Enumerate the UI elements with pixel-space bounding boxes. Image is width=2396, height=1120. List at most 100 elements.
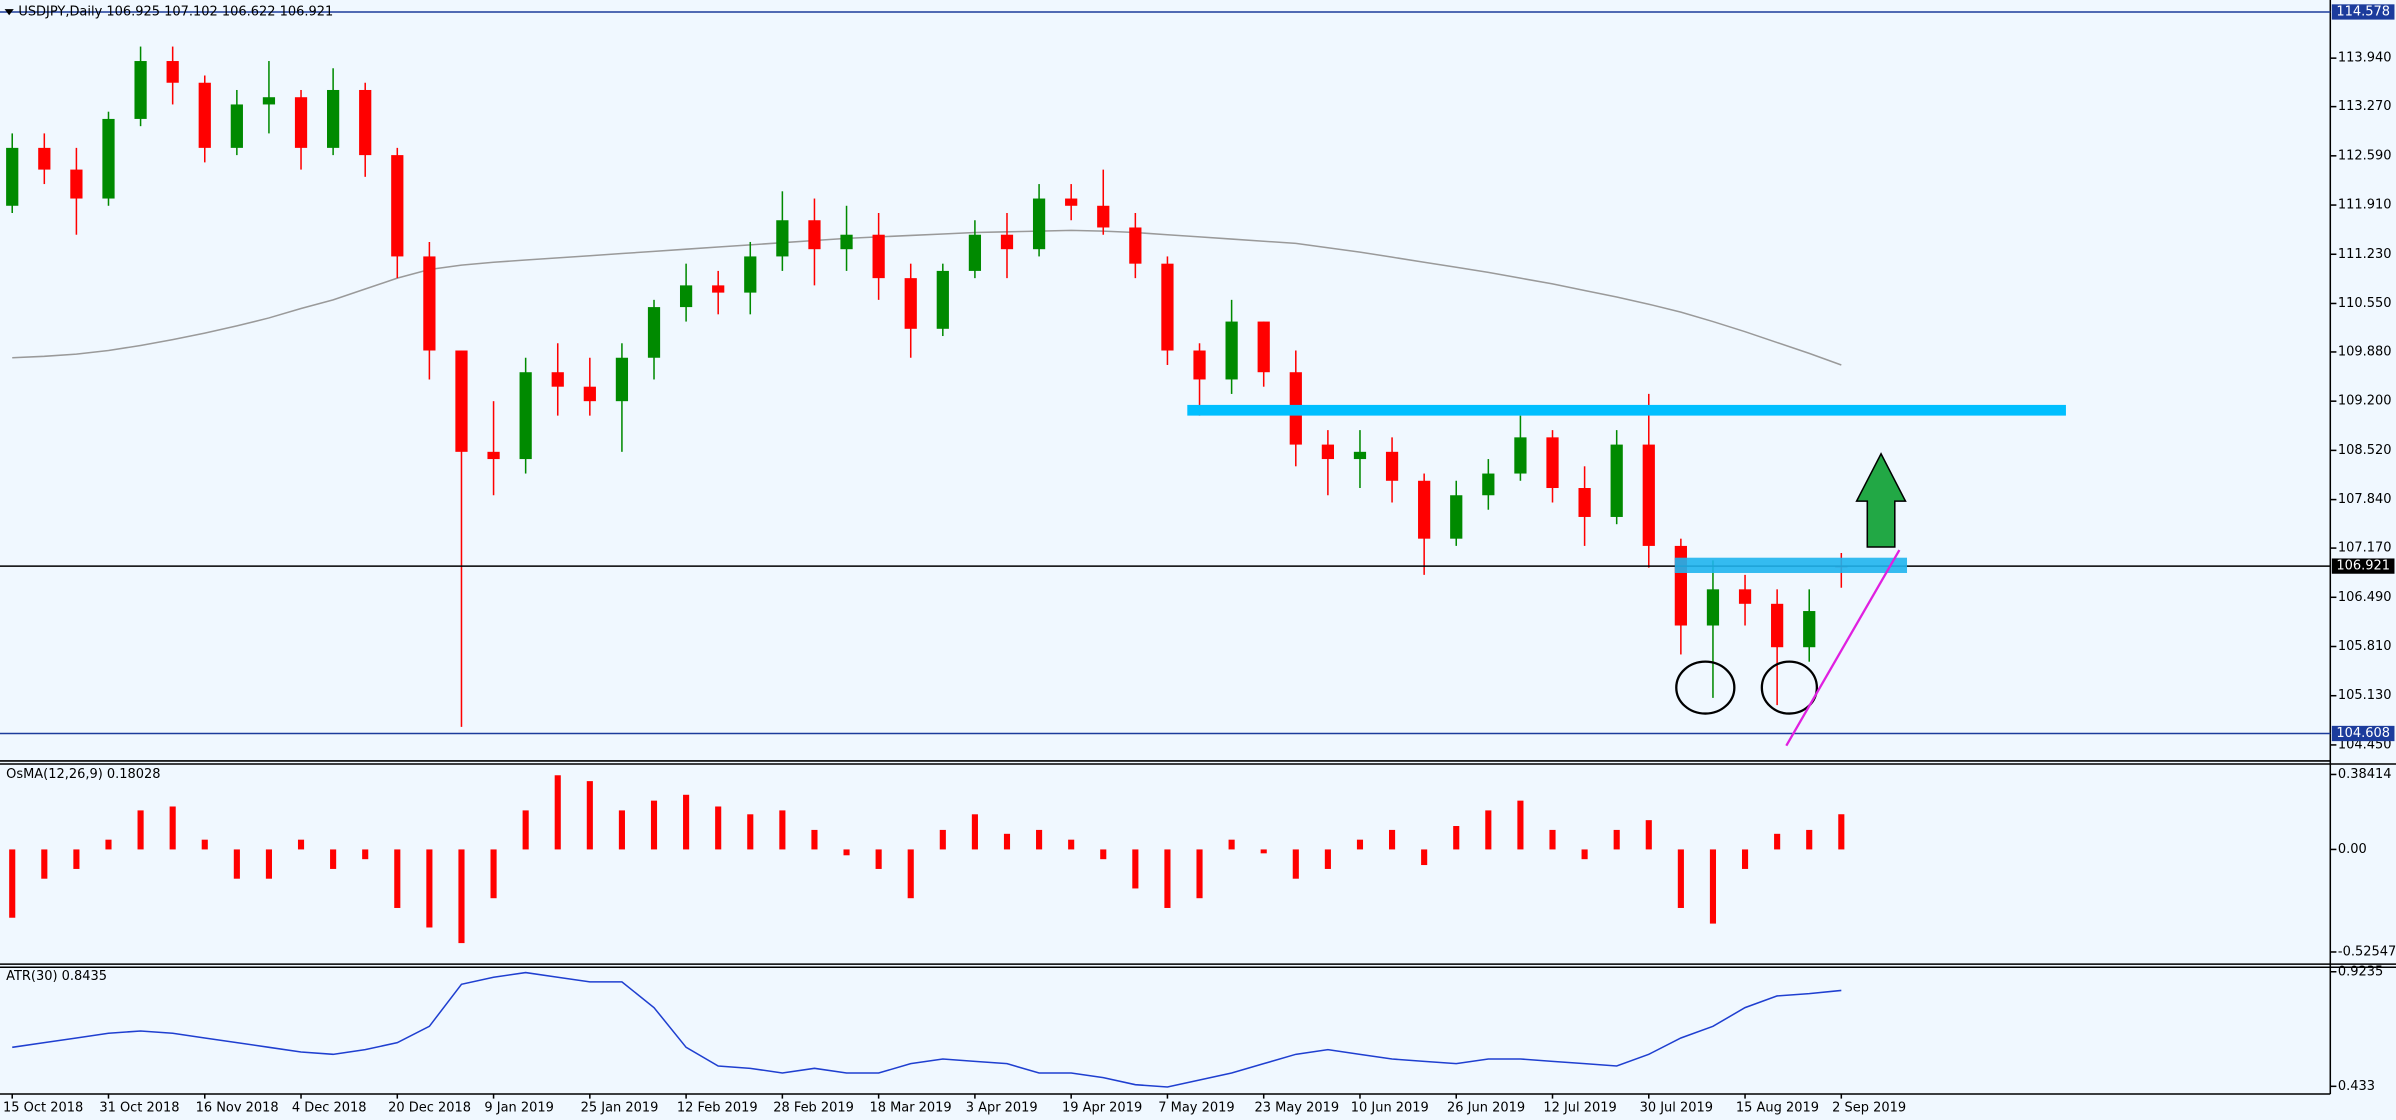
osma-bar [875,849,882,869]
plot-area: 113.940 113.270 112.590 111.910 111.230 110.5… [0,4,2396,1115]
candle-body [1385,451,1399,481]
candle-body [1225,321,1238,380]
y-tick-label: 111.230 [2338,247,2392,262]
panel-title: ATR(30) 0.8435 [6,969,107,984]
candle-body [1578,488,1591,517]
candle-body [1482,473,1495,496]
x-tick-label: 9 Jan 2019 [484,1100,554,1115]
osma-bar [1806,829,1813,850]
price-label-box [2331,725,2395,742]
osma-bar [1003,833,1011,850]
osma-bar [490,849,497,899]
candle-body [423,256,436,351]
price-label: 104.608 [2336,726,2390,741]
osma-bar [618,810,625,850]
osma-bar [265,849,272,879]
panel-title: USDJPY,Daily 106.925 107.102 106.622 106… [18,5,333,20]
candle-body [1193,350,1206,380]
candle-body [1161,263,1174,351]
x-tick-label: 30 Jul 2019 [1640,1100,1713,1115]
x-tick-label: 4 Dec 2018 [292,1100,367,1115]
candle-body [808,220,821,250]
osma-bar [1132,849,1139,889]
x-tick-label: 7 May 2019 [1158,1100,1234,1115]
candle-body [262,97,276,105]
osma-bar [169,806,176,850]
osma-bar [201,839,208,850]
y-tick-label: 105.810 [2338,639,2392,654]
osma-bar [1036,829,1043,850]
candle-body [1065,198,1078,206]
moving-average [12,229,1842,366]
candle-body [1546,437,1559,489]
x-tick-label: 12 Feb 2019 [677,1100,758,1115]
candle-body [134,61,147,119]
osma-bar [9,849,16,918]
osma-bar [1292,849,1299,879]
bottom-circle [1675,660,1736,715]
x-tick-label: 16 Nov 2018 [196,1100,279,1115]
candle-body [1353,451,1367,460]
candle-body [38,147,51,170]
annotations: USDJPY,Daily 106.925 107.102 106.622 106… [4,5,2066,984]
y-tick-label: 113.940 [2338,51,2392,66]
candle-body [327,89,340,148]
candle-body [294,97,308,148]
x-tick-label: 10 Jun 2019 [1351,1100,1429,1115]
osma-bar [1228,839,1235,850]
candle-body [551,372,564,387]
osma-bar [1774,833,1781,850]
y-tick-label: 109.200 [2338,394,2392,409]
y-tick-label: 107.840 [2338,492,2392,507]
candle-body [872,234,885,279]
osma-bar [1260,849,1267,854]
x-tick-label: 12 Jul 2019 [1543,1100,1616,1115]
osma-bar [426,849,433,928]
x-tick-label: 23 May 2019 [1255,1100,1340,1115]
x-tick-label: 20 Dec 2018 [388,1100,471,1115]
neckline-zone [1674,557,1908,573]
y-tick-label: 0.00 [2338,842,2367,857]
osma-bar [362,849,369,860]
candle-body [455,350,468,452]
y-tick-label: 0.433 [2338,1079,2375,1094]
price-label: 114.578 [2336,4,2390,19]
osma-bar [1164,849,1171,908]
osma-bar [1389,829,1396,850]
candle-body [1129,227,1142,264]
osma-bar [811,829,818,850]
candle-body [712,285,725,293]
candle-body [230,104,243,148]
osma-bar [458,849,465,944]
y-tick-label: 110.550 [2338,296,2392,311]
osma-bar [1485,810,1492,850]
y-tick-label: 104.450 [2338,737,2392,752]
panel-title: OsMA(12,26,9) 0.18028 [6,767,160,782]
osma-bar [971,814,978,850]
osma-bar [137,810,144,850]
osma-bar [1421,849,1428,866]
x-tick-label: 25 Jan 2019 [581,1100,659,1115]
y-tick-label: 0.9235 [2338,964,2383,979]
y-tick-label: 105.130 [2338,688,2392,703]
osma-bar [1100,849,1107,860]
osma-bar [1517,800,1524,850]
atr-line [12,971,1842,1088]
candle-body [1771,603,1784,648]
candle-body [1257,321,1270,373]
x-tick-label: 28 Feb 2019 [773,1100,854,1115]
trend-line [1785,549,1901,747]
x-tick-label: 15 Oct 2018 [3,1100,83,1115]
frame [0,0,2396,1095]
osma-bar [554,775,561,850]
candle-body [1610,444,1623,517]
osma-bar [939,829,946,850]
candle-body [519,372,532,460]
osma-bar [650,800,658,850]
candle-body [615,357,629,402]
osma-bar [394,849,401,908]
x-tick-label: 3 Apr 2019 [966,1100,1038,1115]
menu-icon [4,9,14,16]
candle-body [840,234,853,250]
